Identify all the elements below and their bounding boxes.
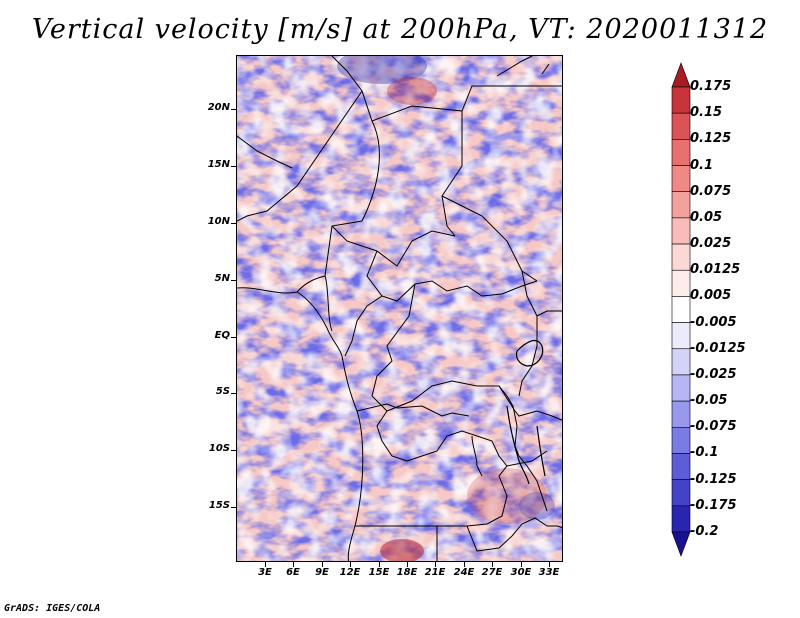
colorbar-label: -0.075 bbox=[690, 419, 737, 435]
colorbar-label: 0.05 bbox=[690, 209, 723, 225]
colorbar-swatch bbox=[671, 296, 691, 323]
lon-label: 33E bbox=[538, 567, 560, 578]
field-neutral-pattern bbox=[237, 56, 562, 561]
lon-label: 21E bbox=[424, 567, 446, 578]
colorbar-label: -0.175 bbox=[690, 497, 737, 513]
colorbar-swatch bbox=[671, 62, 691, 88]
country-borders bbox=[237, 56, 562, 561]
lat-tick bbox=[231, 109, 236, 110]
lat-tick bbox=[231, 280, 236, 281]
colorbar-label: 0.175 bbox=[690, 79, 732, 94]
strong-anomaly-patches bbox=[337, 56, 555, 561]
lat-label: 15N bbox=[207, 159, 230, 170]
colorbar-swatch bbox=[671, 400, 691, 428]
colorbar-label: -0.0125 bbox=[690, 340, 746, 356]
colorbar-label: -0.2 bbox=[690, 524, 719, 539]
colorbar-swatch bbox=[671, 426, 691, 454]
colorbar-swatch bbox=[671, 505, 691, 533]
colorbar-label: 0.1 bbox=[690, 157, 714, 173]
colorbar-swatch bbox=[671, 322, 691, 350]
colorbar-label: -0.025 bbox=[690, 366, 737, 382]
lat-label: 10S bbox=[208, 443, 230, 454]
lon-tick bbox=[379, 562, 380, 567]
lat-tick bbox=[231, 223, 236, 224]
lon-tick bbox=[464, 562, 465, 567]
lat-label: 20N bbox=[207, 102, 230, 113]
lon-label: 18E bbox=[396, 567, 418, 578]
lon-tick bbox=[322, 562, 323, 567]
colorbar-label: 0.0125 bbox=[690, 262, 741, 278]
lon-tick bbox=[265, 562, 266, 567]
lat-label: 10N bbox=[207, 216, 230, 227]
colorbar-swatch bbox=[671, 374, 691, 402]
colorbar-label: -0.125 bbox=[690, 471, 737, 487]
lon-label: 27E bbox=[481, 567, 503, 578]
lon-tick bbox=[293, 562, 294, 567]
colorbar-swatch bbox=[671, 531, 691, 557]
lon-tick bbox=[492, 562, 493, 567]
lat-tick bbox=[231, 507, 236, 508]
lon-label: 24E bbox=[453, 567, 475, 578]
grads-credit: GrADS: IGES/COLA bbox=[4, 603, 101, 614]
lon-label: 30E bbox=[510, 567, 532, 578]
colorbar-swatch bbox=[671, 86, 691, 114]
colorbar-label: -0.1 bbox=[690, 445, 719, 461]
colorbar-swatch bbox=[671, 453, 691, 480]
colorbar-swatch bbox=[671, 165, 691, 193]
lon-tick bbox=[350, 562, 351, 567]
colorbar-label: 0.15 bbox=[690, 105, 723, 121]
lon-tick bbox=[435, 562, 436, 567]
lon-label: 9E bbox=[315, 567, 329, 578]
lon-label: 12E bbox=[339, 567, 361, 578]
colorbar-label: -0.005 bbox=[690, 314, 737, 330]
lat-label: 15S bbox=[208, 500, 230, 511]
colorbar-swatch bbox=[671, 112, 691, 140]
map-title: Vertical velocity [m/s] at 200hPa, VT: 2… bbox=[31, 14, 769, 45]
colorbar-swatch bbox=[671, 191, 691, 219]
colorbar-swatch bbox=[671, 217, 691, 245]
colorbar-label: -0.05 bbox=[690, 393, 728, 409]
lat-tick bbox=[231, 393, 236, 394]
lon-tick bbox=[521, 562, 522, 567]
lon-label: 3E bbox=[258, 567, 272, 578]
lon-label: 15E bbox=[368, 567, 390, 578]
colorbar-swatch bbox=[671, 348, 691, 376]
lat-tick bbox=[231, 337, 236, 338]
lat-label: EQ bbox=[214, 330, 230, 341]
lat-tick bbox=[231, 166, 236, 167]
lon-tick bbox=[407, 562, 408, 567]
lat-label: 5S bbox=[215, 386, 230, 397]
colorbar-label: 0.125 bbox=[690, 131, 732, 147]
colorbar-swatch bbox=[671, 139, 691, 166]
lon-tick bbox=[549, 562, 550, 567]
velocity-field-map bbox=[237, 56, 562, 561]
lat-label: 5N bbox=[214, 273, 230, 284]
lat-tick bbox=[231, 450, 236, 451]
colorbar-label: 0.025 bbox=[690, 236, 732, 252]
lake-outlines bbox=[506, 339, 546, 485]
colorbar-swatch bbox=[671, 269, 691, 297]
lon-label: 6E bbox=[286, 567, 300, 578]
colorbar-swatch bbox=[671, 479, 691, 507]
colorbar-label: 0.005 bbox=[690, 288, 732, 304]
colorbar-swatch bbox=[671, 243, 691, 271]
colorbar-label: 0.075 bbox=[690, 183, 732, 199]
map-plot-area bbox=[236, 55, 563, 562]
